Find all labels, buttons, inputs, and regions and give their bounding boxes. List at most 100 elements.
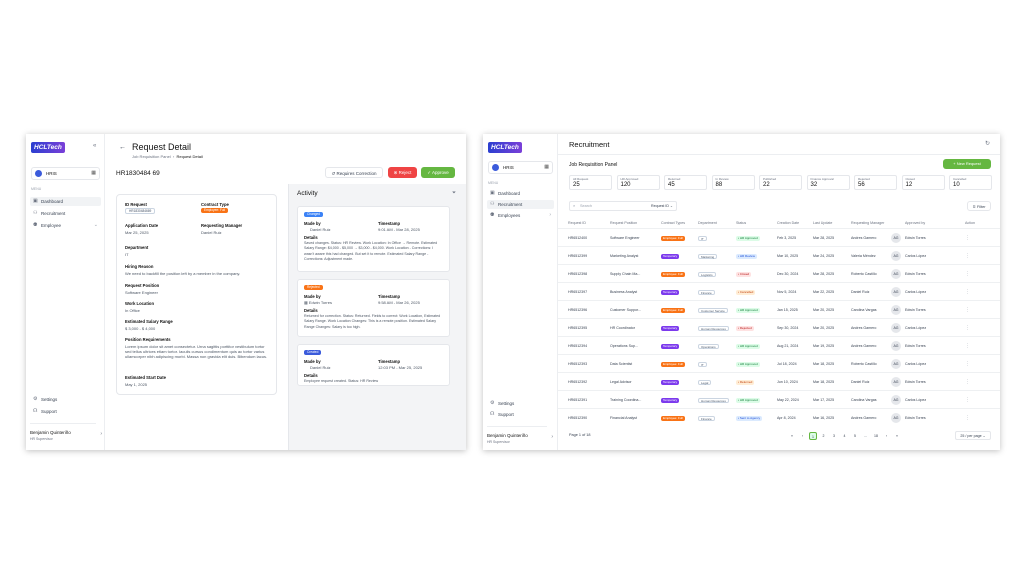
page-button[interactable]: « [791, 434, 793, 438]
request-id-cell[interactable]: HR6512393 [568, 362, 588, 366]
sidebar-item-employees[interactable]: ⚉ Employees › [487, 211, 554, 220]
column-header[interactable]: Last Update [813, 221, 833, 225]
sidebar-item-support[interactable]: ☊ Support [30, 407, 101, 416]
activity-item: Changed Made by Daniel Ruiz Timestamp 9:… [297, 206, 450, 272]
sidebar-item-recruitment[interactable]: ⚇ Recruitment [30, 209, 101, 218]
stat-card[interactable]: Rejected 56 [854, 175, 897, 190]
user-profile[interactable]: Benjamin Quinteriño HR Supervisor › [30, 423, 102, 442]
table-row[interactable]: HR6512394 Operations Sup... Temporary Opera… [558, 336, 1000, 354]
stat-value: 120 [620, 182, 631, 188]
sidebar-item-dashboard[interactable]: ▣ Dashboard [30, 197, 101, 206]
sidebar-item-employee[interactable]: ⚉ Employee ⌄ [30, 221, 101, 230]
request-id-cell[interactable]: HR6512400 [568, 236, 588, 240]
reject-button[interactable]: ⊗ Reject [388, 167, 417, 178]
table-row[interactable]: HR6512390 Financial Analyst Employee: Full… [558, 408, 1000, 426]
more-options-icon[interactable]: ⋮ [965, 379, 970, 385]
hcltech-logo[interactable]: HCLTech [488, 142, 522, 153]
table-row[interactable]: HR6512396 Customer Suppor... Employee: Ful… [558, 300, 1000, 318]
stat-card[interactable]: In Review 88 [711, 175, 755, 190]
hcltech-logo[interactable]: HCLTech [31, 142, 65, 153]
column-header[interactable]: Contract Types [661, 221, 686, 225]
sidebar-item-dashboard[interactable]: ▣ Dashboard [487, 189, 554, 198]
requires-correction-button[interactable]: ↺ Requires Correction [325, 167, 383, 178]
page-button[interactable]: ‹ [801, 434, 804, 438]
more-options-icon[interactable]: ⋮ [965, 271, 970, 277]
more-options-icon[interactable]: ⋮ [965, 325, 970, 331]
page-button[interactable]: 3 [833, 434, 835, 438]
column-header[interactable]: Request ID [568, 221, 586, 225]
sidebar-item-settings[interactable]: ⚙ Settings [30, 395, 101, 404]
stat-card[interactable]: Published 22 [759, 175, 802, 190]
table-row[interactable]: HR6512397 Business Analyst Temporary Financ… [558, 282, 1000, 300]
search-filter-select[interactable]: Request ID ⌄ [651, 204, 673, 208]
more-options-icon[interactable]: ⋮ [965, 253, 970, 259]
approved-by-cell: Carlos López [905, 326, 927, 330]
per-page-select[interactable]: 25 / per page ⌄ [955, 431, 991, 440]
hiring-reason-value: We need to backfill the position left by… [125, 271, 241, 276]
column-header[interactable]: Department [698, 221, 717, 225]
column-header[interactable]: Status [736, 221, 747, 225]
workspace-selector[interactable]: HRIS ▦ [488, 161, 553, 174]
approve-button[interactable]: ✓ Approve [421, 167, 455, 178]
stat-card[interactable]: Returned 45 [664, 175, 707, 190]
page-button[interactable]: ... [864, 434, 867, 438]
breadcrumb-parent[interactable]: Job Requisition Panel [132, 154, 171, 159]
stat-value: 45 [668, 182, 675, 188]
more-options-icon[interactable]: ⋮ [965, 307, 970, 313]
new-request-button[interactable]: + New Request [943, 159, 991, 169]
stat-card[interactable]: HR Approved 120 [616, 175, 660, 190]
column-header[interactable]: Action [965, 221, 975, 225]
sidebar-item-support[interactable]: ☊ Support [487, 410, 554, 419]
table-row[interactable]: HR6512400 Software Engineer Employee: Full… [558, 228, 1000, 246]
stat-card[interactable]: All Request 25 [569, 175, 612, 190]
request-id-cell[interactable]: HR6512394 [568, 344, 588, 348]
notification-icon[interactable]: ↻ [984, 141, 990, 147]
filter-icon[interactable]: ⏷ [451, 190, 456, 196]
table-row[interactable]: HR6512399 Marketing Analyst Temporary Marke… [558, 246, 1000, 264]
page-button[interactable]: 2 [822, 434, 825, 438]
user-profile[interactable]: Benjamin Quinteriño HR Supervisor › [487, 426, 553, 445]
column-header[interactable]: Request Position [610, 221, 638, 225]
table-row[interactable]: HR6512393 Data Scientist Employee: Full IT •… [558, 354, 1000, 372]
search-input[interactable]: ⌕ Search Request ID ⌄ [569, 201, 677, 211]
collapse-sidebar-icon[interactable]: « [93, 143, 97, 149]
more-options-icon[interactable]: ⋮ [965, 235, 970, 241]
table-row[interactable]: HR6512392 Legal Advisor Temporary Legal • Re… [558, 372, 1000, 390]
request-id-cell[interactable]: HR6512396 [568, 308, 588, 312]
sidebar-item-recruitment[interactable]: ⚇ Recruitment [487, 200, 554, 209]
request-id-cell[interactable]: HR6512397 [568, 290, 588, 294]
more-options-icon[interactable]: ⋮ [965, 361, 970, 367]
page-button[interactable]: 1 [809, 432, 817, 440]
page-button[interactable]: › [885, 434, 888, 438]
sidebar-item-settings[interactable]: ⚙ Settings [487, 399, 554, 408]
stat-card[interactable]: Closed 12 [901, 175, 945, 190]
request-id-cell[interactable]: HR6512399 [568, 254, 588, 258]
department-cell: Operations [698, 337, 719, 355]
column-header[interactable]: Approved by [905, 221, 926, 225]
request-id-cell[interactable]: HR6512392 [568, 380, 588, 384]
column-header[interactable]: Requesting Manager [851, 221, 885, 225]
table-row[interactable]: HR6512391 Training Coordina... Temporary Hu… [558, 390, 1000, 408]
more-options-icon[interactable]: ⋮ [965, 289, 970, 295]
stat-card[interactable]: Cancelled 10 [949, 175, 992, 190]
contract-type-cell: Temporary [661, 319, 680, 337]
more-options-icon[interactable]: ⋮ [965, 397, 970, 403]
page-button[interactable]: 5 [854, 434, 856, 438]
workspace-selector[interactable]: HRIS ▦ [31, 167, 100, 180]
page-button[interactable]: 18 [874, 434, 878, 438]
department-pill: IT [698, 361, 707, 367]
page-button[interactable]: » [896, 434, 898, 438]
table-row[interactable]: HR6512398 Supply Chain Ma... Employee: Ful… [558, 264, 1000, 282]
request-id-cell[interactable]: HR6512390 [568, 416, 588, 420]
more-options-icon[interactable]: ⋮ [965, 415, 970, 421]
table-row[interactable]: HR6512395 HR Coordinator Temporary Human Re… [558, 318, 1000, 336]
column-header[interactable]: Creation Date [777, 221, 800, 225]
request-id-cell[interactable]: HR6512391 [568, 398, 588, 402]
back-arrow-icon[interactable]: ← [119, 144, 126, 151]
request-id-cell[interactable]: HR6512395 [568, 326, 588, 330]
stat-card[interactable]: Finance Approval 32 [806, 175, 850, 190]
filter-button[interactable]: ⚟ Filter [967, 201, 991, 211]
request-id-cell[interactable]: HR6512398 [568, 272, 588, 276]
page-button[interactable]: 4 [843, 434, 846, 438]
more-options-icon[interactable]: ⋮ [965, 343, 970, 349]
